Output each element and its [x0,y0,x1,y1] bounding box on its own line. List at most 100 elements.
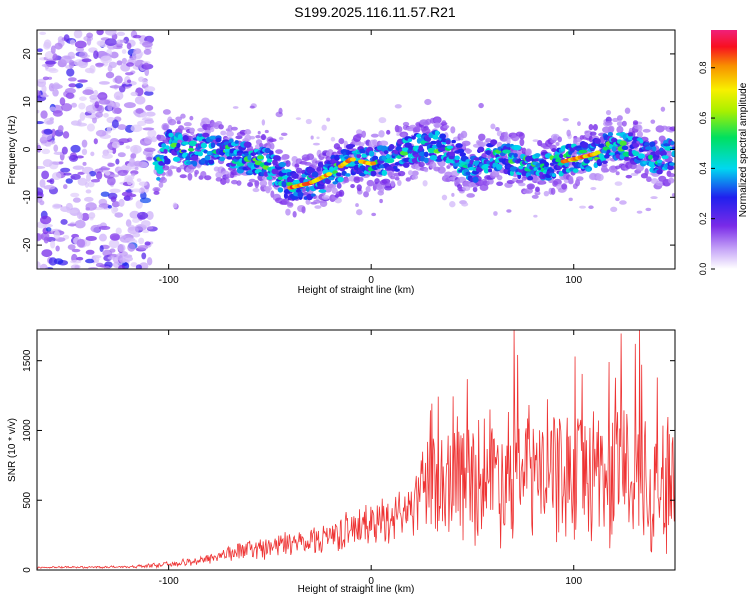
heatmap-cell [125,237,136,242]
heatmap-cell [326,172,333,177]
heatmap-cell [153,191,160,195]
heatmap-cell [130,144,142,154]
heatmap-cell [630,172,639,176]
heatmap-cell [90,224,102,233]
heatmap-cell [133,160,143,167]
heatmap-cell [81,212,90,221]
heatmap-cell [183,122,192,127]
heatmap-cell [605,109,612,116]
heatmap-cell [549,168,555,173]
heatmap-cell [252,187,260,193]
heatmap-cell [96,94,107,98]
heatmap-cell [128,157,136,167]
heatmap-cell [145,111,156,117]
heatmap-cell [496,181,504,187]
heatmap-cell [69,39,76,46]
heatmap-cell [573,137,582,143]
heatmap-cell [142,229,150,234]
heatmap-cell [621,145,629,151]
heatmap-cell [200,170,207,178]
heatmap-cell [84,67,95,74]
heatmap-cell [135,200,143,209]
heatmap-cell [143,48,152,55]
heatmap-cell [272,155,281,161]
heatmap-cell [533,167,538,171]
heatmap-cell [182,134,189,142]
heatmap-cell [172,156,181,162]
heatmap-cell [550,133,560,141]
heatmap-cell [125,219,132,227]
heatmap-cell [275,149,283,155]
heatmap-cell [277,187,284,193]
heatmap-cell [163,148,168,154]
heatmap-cell [210,126,215,133]
heatmap-cell [462,185,471,191]
heatmap-cell [487,178,494,185]
spectrogram-y-label: Frequency (Hz) [7,116,18,185]
heatmap-cell [98,99,111,105]
heatmap-cell [623,156,631,161]
heatmap-cell [106,126,112,134]
x-tick-label: 0 [368,576,374,587]
heatmap-cell [123,195,131,201]
heatmap-cell [293,179,301,184]
y-tick-label: 0 [22,146,33,152]
heatmap-cell [52,110,63,117]
heatmap-cell [117,152,126,158]
heatmap-cell [197,151,203,157]
heatmap-cell [425,136,432,142]
heatmap-cell [394,176,400,181]
heatmap-cell [146,210,154,220]
heatmap-cell [379,140,389,147]
heatmap-cell [655,180,665,187]
heatmap-cell [513,144,522,151]
heatmap-cell [505,143,511,148]
heatmap-cell [156,176,161,181]
heatmap-cell [131,188,142,193]
heatmap-cell [70,259,82,264]
colorbar-tick-label: 0.6 [698,112,708,125]
heatmap-cell [44,60,57,65]
heatmap-cell [446,145,454,149]
heatmap-cell [365,186,371,193]
y-tick-label: 500 [22,491,33,508]
heatmap-cell [478,133,486,141]
heatmap-cell [647,154,654,160]
heatmap-cell [204,175,212,181]
heatmap-cell [615,171,620,176]
heatmap-cell [259,142,264,148]
heatmap-cell [39,263,48,269]
heatmap-cell [653,156,659,162]
heatmap-cell [220,130,227,136]
heatmap-cell [116,252,124,261]
heatmap-cell [534,153,541,158]
heatmap-cell [59,97,66,106]
heatmap-cell [39,179,46,188]
heatmap-cell [71,248,81,253]
heatmap-cell [291,195,299,200]
heatmap-cell [172,202,178,209]
heatmap-cell [248,178,256,183]
heatmap-cell [616,115,623,121]
heatmap-cell [650,196,658,200]
heatmap-cell [455,143,463,148]
heatmap-cell [110,196,117,203]
heatmap-cell [649,141,656,148]
heatmap-cell [43,236,49,244]
y-tick-label: 0 [22,567,33,573]
colorbar-tick-label: 0.8 [698,61,708,74]
heatmap-cell [116,31,126,36]
heatmap-cell [176,142,181,149]
heatmap-cell [310,193,316,197]
heatmap-cell [76,256,84,261]
heatmap-cell [316,166,322,172]
heatmap-cell [108,61,117,69]
heatmap-cell [496,175,503,181]
heatmap-cell [52,82,61,90]
heatmap-cell [244,129,252,135]
heatmap-cell [115,227,122,235]
heatmap-cell [176,167,182,173]
heatmap-cell [266,158,273,163]
colorbar-tick-label: 0.0 [698,263,708,276]
heatmap-cell [335,172,342,177]
